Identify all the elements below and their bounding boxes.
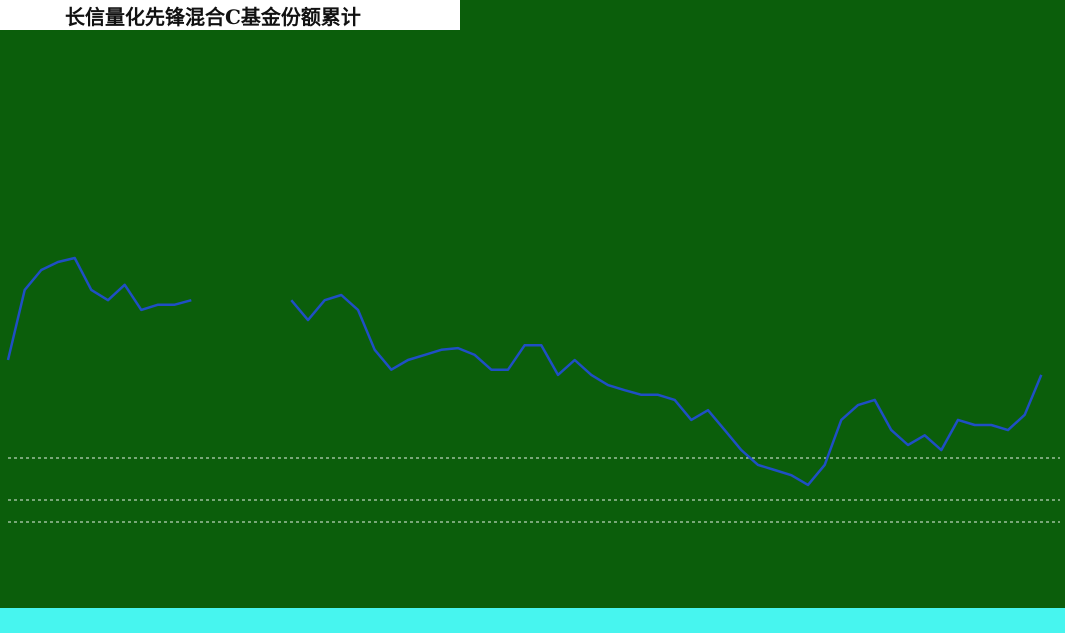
plot-area <box>0 30 1065 608</box>
glitch-band <box>460 0 1065 30</box>
bottom-strip <box>0 608 1065 633</box>
data-line <box>6 256 1043 487</box>
chart-title: 长信量化先锋混合C基金份额累计 <box>65 5 361 29</box>
